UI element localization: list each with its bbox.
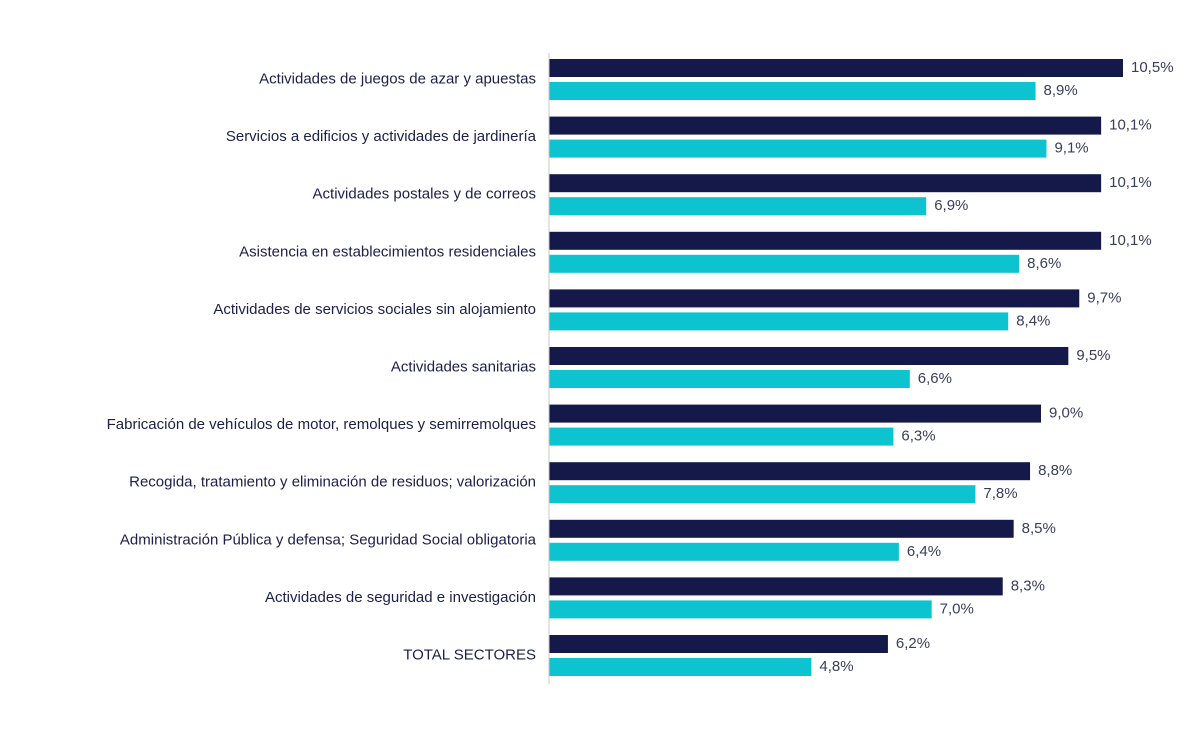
data-label: 9,7% (1087, 289, 1121, 306)
data-label: 9,5% (1076, 347, 1110, 364)
bar-series-1 (549, 635, 888, 653)
category-label: Actividades de seguridad e investigación (265, 589, 536, 606)
bar-series-2 (549, 82, 1036, 100)
bar-series-1 (549, 174, 1102, 193)
data-label: 9,1% (1054, 140, 1088, 157)
bar-series-1 (549, 289, 1080, 308)
category-label: Actividades de servicios sociales sin al… (213, 301, 536, 318)
category-label: Recogida, tratamiento y eliminación de r… (129, 474, 536, 491)
data-label: 10,5% (1131, 59, 1174, 76)
bar-series-1 (549, 231, 1102, 250)
bar-series-2 (549, 600, 932, 619)
bar-series-1 (549, 404, 1041, 423)
category-labels: Actividades de juegos de azar y apuestas… (107, 70, 537, 663)
category-label: Fabricación de vehículos de motor, remol… (107, 416, 536, 433)
data-label: 10,1% (1109, 117, 1152, 134)
bar-series-2 (549, 658, 812, 676)
bars (549, 59, 1123, 676)
bar-series-2 (549, 312, 1009, 331)
category-label: Asistencia en establecimientos residenci… (239, 243, 536, 260)
bar-series-1 (549, 462, 1031, 481)
data-label: 8,6% (1027, 255, 1061, 272)
category-label: Administración Pública y defensa; Seguri… (120, 531, 537, 548)
bar-series-1 (549, 519, 1014, 538)
category-label: Actividades de juegos de azar y apuestas (259, 70, 536, 87)
data-label: 6,3% (901, 428, 935, 445)
bar-series-2 (549, 542, 899, 561)
data-label: 6,9% (934, 197, 968, 214)
bar-series-1 (549, 347, 1069, 365)
category-label: TOTAL SECTORES (403, 646, 536, 663)
category-label: Actividades sanitarias (391, 358, 536, 375)
data-label: 8,5% (1022, 520, 1056, 537)
data-label: 8,8% (1038, 462, 1072, 479)
bar-series-2 (549, 197, 927, 216)
data-label: 6,6% (918, 370, 952, 387)
data-label: 9,0% (1049, 405, 1083, 422)
bar-series-2 (549, 370, 910, 388)
data-label: 10,1% (1109, 232, 1152, 249)
bar-series-2 (549, 254, 1020, 273)
bar-series-1 (549, 59, 1123, 77)
category-label: Actividades postales y de correos (313, 186, 536, 203)
category-label: Servicios a edificios y actividades de j… (226, 128, 537, 145)
bar-series-2 (549, 485, 976, 504)
bar-series-1 (549, 577, 1003, 596)
data-label: 7,8% (983, 485, 1017, 502)
bar-series-2 (549, 139, 1047, 158)
data-label: 10,1% (1109, 174, 1152, 191)
data-label: 4,8% (819, 658, 853, 675)
data-label: 8,4% (1016, 312, 1050, 329)
value-labels: 10,5% 8,9% 10,1% 9,1% 10,1% 6,9% 10,1% 8,6% 9,7%… (819, 59, 1173, 675)
data-label: 8,3% (1011, 577, 1045, 594)
bar-series-2 (549, 427, 894, 446)
data-label: 6,4% (907, 543, 941, 560)
data-label: 6,2% (896, 635, 930, 652)
data-label: 7,0% (940, 600, 974, 617)
bar-series-1 (549, 116, 1102, 135)
data-label: 8,9% (1044, 82, 1078, 99)
